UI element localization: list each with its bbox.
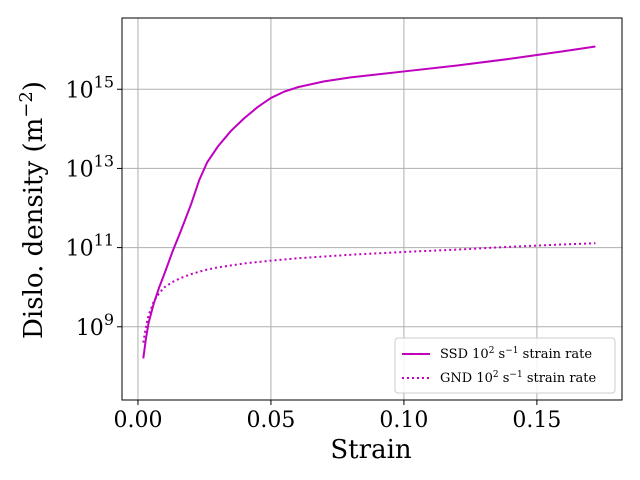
y-tick-exponent: 15 [94,72,114,91]
x-axis-label: Strain [330,435,412,465]
series-line-gnd [142,242,596,343]
legend-gnd-mid: s [499,371,510,386]
y-tick-label: 109 [76,310,114,341]
x-tick-label: 0.10 [379,408,428,433]
legend-gnd-sup1: 2 [493,370,499,380]
y-tick-exponent: 11 [94,231,114,250]
y-axis-label-close: ) [19,81,49,91]
y-tick-base: 10 [66,78,94,103]
y-tick-label: 1013 [66,151,114,182]
x-tick-label: 0.15 [512,408,561,433]
y-tick-label: 1011 [66,231,114,262]
y-tick-base: 10 [66,237,94,262]
legend-box [394,337,616,394]
legend-gnd-post: strain rate [523,371,597,386]
legend-ssd-sup2: −1 [505,346,518,356]
legend-label-ssd: SSD 102 s−1 strain rate [440,346,592,362]
legend-gnd-pre: GND 10 [440,371,493,386]
legend-gnd-sup2: −1 [509,370,522,380]
legend-label-gnd: GND 102 s−1 strain rate [440,370,597,386]
y-axis-label-exponent: −2 [16,91,37,118]
legend-ssd-mid: s [494,347,505,362]
x-axis: 0.00 0.05 0.10 0.15 [113,400,561,433]
series-layer [142,45,596,359]
y-tick-exponent: 9 [104,310,114,329]
y-axis-label: Dislo. density (m−2) [16,81,49,339]
x-tick-label: 0.05 [246,408,295,433]
y-tick-base: 10 [76,316,104,341]
y-tick-base: 10 [66,157,94,182]
legend: SSD 102 s−1 strain rate GND 102 s−1 stra… [394,337,616,394]
legend-ssd-post: strain rate [519,347,593,362]
y-axis-label-main: Dislo. density (m [19,118,49,339]
y-tick-label: 1015 [66,72,114,103]
legend-ssd-sup1: 2 [489,346,495,356]
y-tick-exponent: 13 [94,151,114,170]
series-line-ssd [142,45,596,359]
legend-ssd-pre: SSD 10 [440,347,489,362]
plot-frame [121,17,623,401]
x-tick-label: 0.00 [113,408,162,433]
